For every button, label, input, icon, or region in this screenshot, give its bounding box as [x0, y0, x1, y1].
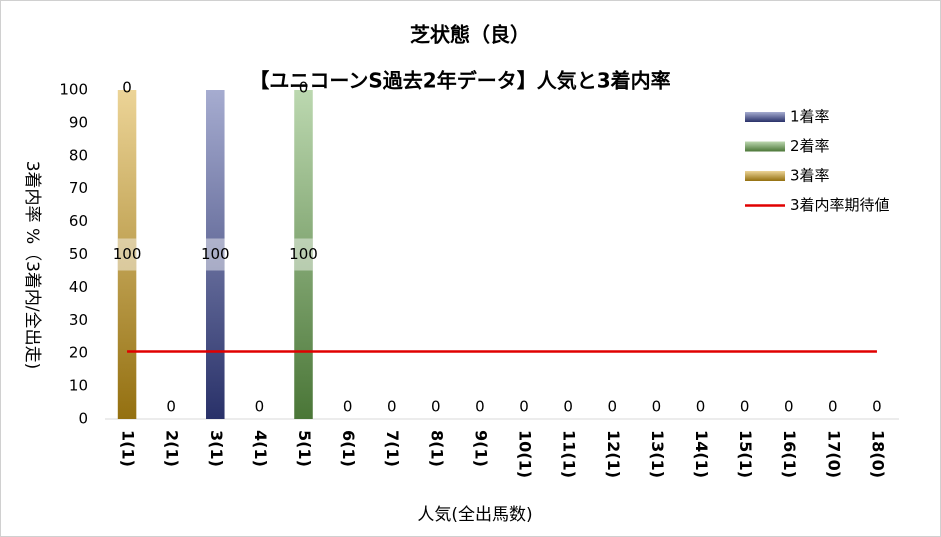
legend-label: 2着率: [790, 137, 830, 155]
data-label: 0: [475, 398, 485, 416]
y-tick-label: 10: [69, 377, 88, 395]
data-label: 100: [113, 245, 142, 263]
chart-title: 芝状態（良）: [410, 23, 530, 47]
legend-swatch: [745, 141, 785, 152]
y-tick-label: 0: [78, 410, 88, 428]
bar: [206, 90, 225, 419]
y-tick-label: 30: [69, 311, 88, 329]
data-label: 0: [696, 398, 706, 416]
data-label: 0: [563, 398, 573, 416]
bar: [117, 90, 137, 419]
x-tick-label: 6(1): [339, 430, 358, 467]
y-tick-label: 100: [59, 81, 88, 99]
data-label: 100: [289, 245, 318, 263]
chart-subtitle: 【ユニコーンS過去2年データ】人気と3着内率: [249, 69, 670, 93]
x-tick-label: 4(1): [251, 430, 270, 467]
x-tick-label: 5(1): [295, 430, 314, 467]
y-tick-label: 80: [69, 146, 88, 164]
x-tick-label: 11(1): [560, 430, 579, 478]
legend-label: 3着内率期待値: [790, 196, 890, 214]
x-tick-label: 17(0): [824, 430, 843, 478]
x-tick-label: 14(1): [692, 430, 711, 478]
x-tick-label: 2(1): [163, 430, 182, 467]
label-bg: [117, 238, 137, 271]
data-label: 0: [652, 398, 662, 416]
legend-label: 3着率: [790, 167, 830, 185]
label-bg: [206, 238, 225, 271]
y-tick-label: 50: [69, 245, 88, 263]
y-tick-label: 40: [69, 278, 88, 296]
data-label: 0: [122, 79, 132, 97]
legend-swatch: [745, 171, 785, 181]
x-tick-label: 3(1): [207, 430, 226, 467]
x-tick-label: 8(1): [427, 430, 446, 467]
data-label: 0: [519, 398, 529, 416]
x-tick-label: 12(1): [604, 430, 623, 478]
y-tick-label: 70: [69, 179, 88, 197]
data-label: 0: [299, 79, 309, 97]
x-tick-label: 15(1): [736, 430, 755, 478]
legend-swatch: [745, 112, 785, 122]
x-tick-label: 18(0): [868, 430, 887, 478]
y-tick-label: 20: [69, 344, 88, 362]
data-label: 0: [255, 398, 265, 416]
data-label: 0: [740, 398, 750, 416]
x-tick-label: 10(1): [516, 430, 535, 478]
y-axis-label: 3着内率 %（3着内/全出走): [22, 161, 42, 370]
data-label: 100: [201, 245, 230, 263]
x-tick-label: 1(1): [119, 430, 138, 467]
y-tick-label: 60: [69, 212, 88, 230]
data-label: 0: [431, 398, 441, 416]
data-label: 0: [828, 398, 838, 416]
x-tick-label: 16(1): [780, 430, 799, 478]
x-axis-label: 人気(全出馬数): [417, 505, 532, 525]
data-label: 0: [387, 398, 397, 416]
data-label: 0: [166, 398, 176, 416]
x-tick-label: 7(1): [383, 430, 402, 467]
label-bg: [294, 238, 313, 271]
data-label: 0: [608, 398, 618, 416]
bar: [294, 90, 313, 419]
data-label: 0: [784, 398, 794, 416]
y-tick-label: 90: [69, 113, 88, 131]
x-tick-label: 13(1): [648, 430, 667, 478]
legend-label: 1着率: [790, 108, 830, 126]
data-label: 0: [872, 398, 882, 416]
x-tick-label: 9(1): [471, 430, 490, 467]
data-label: 0: [343, 398, 353, 416]
